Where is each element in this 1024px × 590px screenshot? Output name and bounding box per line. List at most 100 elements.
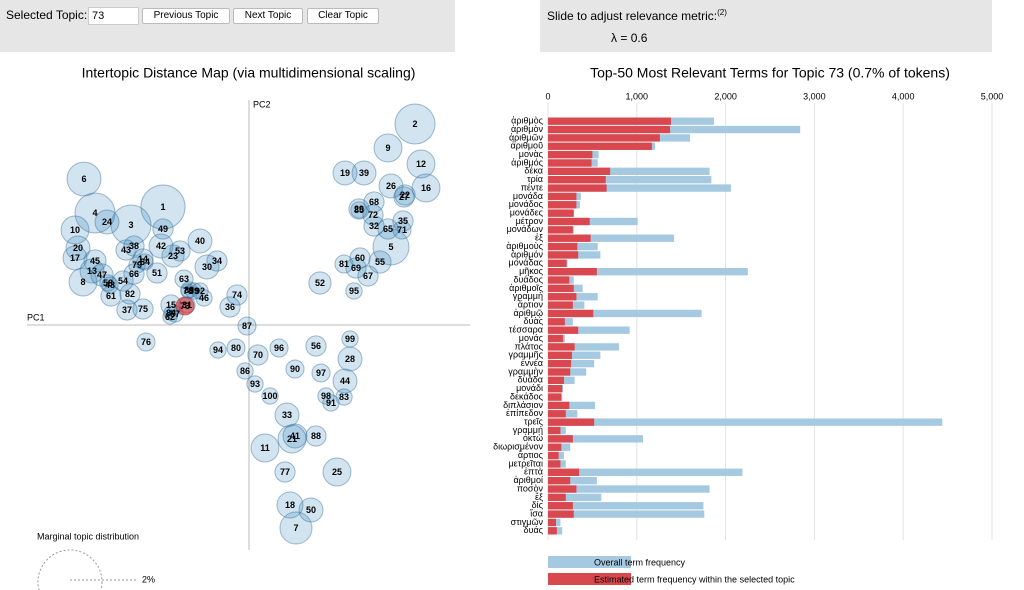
topic-bubble[interactable] bbox=[115, 239, 137, 261]
topic-bubble[interactable] bbox=[128, 256, 146, 274]
topic-bubble[interactable] bbox=[277, 424, 307, 454]
previous-button[interactable]: Previous Topic bbox=[142, 8, 230, 24]
topic-bubble[interactable] bbox=[140, 184, 186, 230]
topic-bubble[interactable] bbox=[246, 375, 264, 393]
topic-bubble[interactable] bbox=[378, 173, 404, 199]
topic-bubble[interactable] bbox=[247, 344, 269, 366]
topic-bubble[interactable] bbox=[110, 204, 152, 246]
topic-bubble[interactable] bbox=[368, 250, 392, 274]
topic-bubble[interactable] bbox=[174, 269, 194, 289]
topic-bubble[interactable] bbox=[83, 249, 107, 273]
topic-bubble[interactable] bbox=[350, 201, 368, 219]
topic-bubble[interactable] bbox=[298, 497, 324, 523]
topic-bubble[interactable] bbox=[351, 160, 377, 186]
topic-bubble[interactable] bbox=[345, 282, 363, 300]
topic-bubble[interactable] bbox=[180, 281, 198, 299]
topic-bubble[interactable] bbox=[334, 254, 354, 274]
topic-input[interactable]: 73 bbox=[88, 7, 139, 25]
topic-bubble[interactable] bbox=[116, 299, 138, 321]
topic-bubble[interactable] bbox=[74, 192, 116, 234]
topic-bubble[interactable] bbox=[317, 387, 335, 405]
topic-bubble[interactable] bbox=[285, 359, 305, 379]
topic-bubble[interactable] bbox=[226, 338, 246, 358]
topic-bubble[interactable] bbox=[162, 309, 178, 325]
topic-bubble[interactable] bbox=[169, 240, 191, 262]
topic-bubble[interactable] bbox=[123, 263, 145, 285]
topic-bubble[interactable] bbox=[237, 316, 257, 336]
topic-bubble[interactable] bbox=[345, 257, 367, 279]
topic-bubble[interactable] bbox=[132, 298, 154, 320]
topic-bubble[interactable] bbox=[99, 274, 117, 292]
topic-bubble[interactable] bbox=[261, 387, 279, 405]
topic-bubble[interactable] bbox=[119, 283, 141, 305]
clear-button[interactable]: Clear Topic bbox=[307, 8, 379, 24]
topic-bubble[interactable] bbox=[305, 425, 327, 447]
topic-bubble[interactable] bbox=[236, 362, 254, 380]
topic-bubble[interactable] bbox=[90, 263, 114, 287]
topic-bubble[interactable] bbox=[132, 248, 154, 270]
topic-bubble[interactable] bbox=[357, 265, 379, 287]
topic-bubble[interactable] bbox=[148, 233, 174, 259]
topic-bubble[interactable] bbox=[94, 209, 120, 235]
topic-bubble[interactable] bbox=[60, 215, 90, 245]
topic-bubble[interactable] bbox=[161, 244, 185, 268]
topic-bubble[interactable] bbox=[341, 330, 359, 348]
topic-bubble[interactable] bbox=[79, 258, 105, 284]
topic-bubble[interactable] bbox=[66, 161, 102, 197]
topic-bubble[interactable] bbox=[276, 491, 304, 519]
topic-bubble[interactable] bbox=[219, 296, 241, 318]
topic-bubble[interactable] bbox=[68, 267, 98, 297]
topic-bubble[interactable] bbox=[377, 218, 399, 240]
topic-bubble[interactable] bbox=[185, 282, 203, 300]
topic-bubble[interactable] bbox=[112, 270, 134, 292]
topic-bubble[interactable] bbox=[100, 285, 122, 307]
topic-bubble[interactable] bbox=[279, 511, 313, 545]
topic-bubble[interactable] bbox=[335, 388, 353, 406]
topic-bubble[interactable] bbox=[136, 253, 154, 271]
topic-bubble[interactable] bbox=[322, 457, 352, 487]
topic-bubble[interactable] bbox=[332, 160, 358, 186]
topic-bubble[interactable] bbox=[65, 235, 91, 261]
topic-bubble[interactable] bbox=[311, 363, 331, 383]
topic-bubble[interactable] bbox=[394, 103, 436, 145]
topic-bubble[interactable] bbox=[332, 368, 358, 394]
topic-bubble[interactable] bbox=[372, 228, 410, 266]
topic-bubble[interactable] bbox=[373, 133, 403, 163]
topic-bubble[interactable] bbox=[250, 433, 280, 463]
topic-bubble[interactable] bbox=[308, 271, 332, 295]
topic-bubble[interactable] bbox=[393, 186, 415, 208]
topic-bubble[interactable] bbox=[348, 198, 370, 220]
topic-bubble[interactable] bbox=[152, 218, 174, 240]
topic-bubble[interactable] bbox=[363, 191, 385, 213]
topic-bubble[interactable] bbox=[282, 423, 308, 449]
topic-bubble[interactable] bbox=[349, 247, 371, 269]
topic-bubble[interactable] bbox=[274, 461, 296, 483]
topic-bubble[interactable] bbox=[305, 335, 327, 357]
topic-bubble[interactable] bbox=[123, 235, 145, 257]
topic-bubble[interactable] bbox=[411, 173, 441, 203]
topic-bubble[interactable] bbox=[406, 149, 436, 179]
topic-bubble[interactable] bbox=[269, 338, 289, 358]
topic-bubble[interactable] bbox=[209, 341, 227, 359]
topic-bubble[interactable] bbox=[175, 296, 195, 316]
topic-bubble[interactable] bbox=[206, 250, 228, 272]
topic-bubble[interactable] bbox=[191, 282, 209, 300]
topic-bubble[interactable] bbox=[362, 204, 384, 226]
topic-bubble[interactable] bbox=[337, 346, 363, 372]
topic-bubble[interactable] bbox=[187, 228, 213, 254]
topic-bubble[interactable] bbox=[394, 184, 416, 206]
topic-bubble[interactable] bbox=[363, 215, 385, 237]
topic-bubble[interactable] bbox=[101, 276, 119, 294]
topic-bubble[interactable] bbox=[392, 220, 412, 240]
topic-bubble[interactable] bbox=[163, 305, 179, 321]
topic-bubble[interactable] bbox=[180, 283, 196, 299]
topic-bubble[interactable] bbox=[392, 210, 414, 232]
topic-bubble[interactable] bbox=[322, 394, 340, 412]
topic-bubble[interactable] bbox=[274, 402, 300, 428]
topic-bubble[interactable] bbox=[194, 254, 220, 280]
next-button[interactable]: Next Topic bbox=[233, 8, 303, 24]
topic-bubble[interactable] bbox=[62, 245, 88, 271]
topic-bubble[interactable] bbox=[146, 262, 168, 284]
topic-bubble[interactable] bbox=[195, 289, 213, 307]
topic-bubble[interactable] bbox=[136, 332, 156, 352]
